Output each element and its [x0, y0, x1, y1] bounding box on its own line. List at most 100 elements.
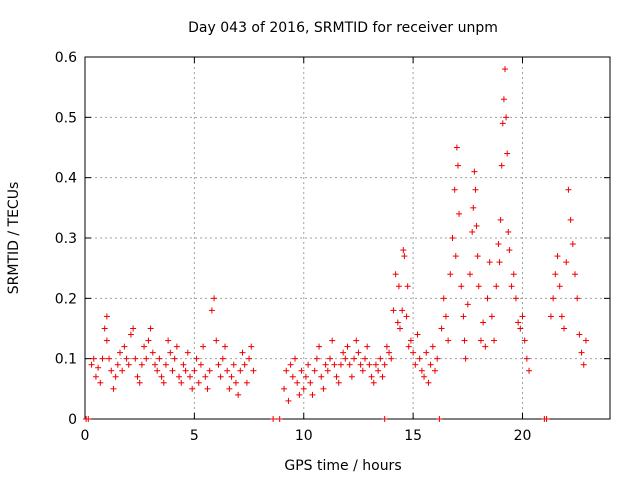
data-point	[472, 186, 479, 193]
data-point	[519, 313, 526, 320]
data-point	[392, 271, 399, 278]
data-point	[390, 307, 397, 314]
data-point	[470, 204, 477, 211]
data-point	[99, 355, 106, 362]
data-point	[552, 271, 559, 278]
data-point	[152, 361, 158, 368]
data-point	[403, 313, 410, 320]
data-point	[510, 271, 517, 278]
data-point	[445, 337, 452, 344]
data-point	[558, 313, 565, 320]
data-point	[359, 367, 366, 374]
data-point	[368, 373, 375, 380]
data-point	[346, 361, 353, 368]
data-point	[484, 295, 491, 302]
data-point	[464, 301, 471, 308]
data-point	[383, 343, 390, 350]
data-point	[189, 385, 196, 392]
data-point	[416, 355, 423, 362]
data-point	[436, 416, 443, 422]
data-point	[344, 343, 351, 350]
data-point	[467, 271, 473, 278]
data-point	[224, 367, 231, 374]
data-point	[320, 385, 327, 392]
data-point	[114, 361, 121, 368]
data-point	[370, 379, 377, 386]
data-point	[206, 367, 213, 374]
data-point	[327, 355, 333, 362]
data-point	[580, 361, 587, 368]
data-point	[474, 253, 481, 260]
data-point	[108, 367, 115, 374]
data-point	[357, 361, 364, 368]
data-point	[421, 373, 428, 380]
data-point	[90, 355, 97, 362]
data-point	[381, 416, 388, 422]
data-point	[335, 379, 342, 386]
data-point	[101, 325, 108, 332]
data-point	[329, 337, 336, 344]
data-point	[399, 307, 406, 314]
data-point	[127, 331, 134, 338]
data-point	[505, 228, 512, 235]
data-point	[313, 355, 320, 362]
data-point	[235, 391, 242, 398]
data-series-srmtid	[83, 66, 589, 422]
data-point	[493, 283, 500, 290]
data-point	[563, 259, 570, 266]
y-tick-label: 0	[68, 412, 77, 428]
data-point	[351, 355, 358, 362]
x-tick-label: 10	[295, 428, 313, 444]
y-tick-label: 0.6	[55, 50, 77, 66]
data-point	[302, 373, 309, 380]
data-point	[178, 379, 185, 386]
data-point	[477, 337, 484, 344]
data-point	[145, 337, 152, 344]
data-point	[226, 385, 233, 392]
data-point	[434, 355, 441, 362]
y-tick-label: 0.5	[55, 110, 77, 126]
data-point	[138, 361, 145, 368]
data-point	[228, 373, 235, 380]
data-point	[425, 379, 432, 386]
data-point	[156, 355, 163, 362]
data-point	[495, 241, 502, 248]
data-point	[418, 367, 425, 374]
data-point	[423, 349, 430, 356]
data-point	[442, 313, 449, 320]
data-point	[414, 331, 421, 338]
data-point	[427, 361, 434, 368]
data-point	[158, 373, 165, 380]
data-point	[292, 355, 298, 362]
data-point	[407, 337, 414, 344]
data-point	[498, 162, 505, 169]
data-point	[311, 367, 318, 374]
data-point	[471, 168, 478, 175]
data-point	[574, 295, 581, 302]
data-point	[173, 343, 180, 350]
data-point	[208, 307, 215, 314]
x-tick-label: 0	[81, 428, 90, 444]
data-point	[410, 349, 417, 356]
data-point	[202, 373, 209, 380]
data-point	[211, 295, 218, 302]
data-point	[289, 373, 296, 380]
data-point	[572, 271, 578, 278]
data-point	[333, 373, 340, 380]
data-point	[217, 373, 224, 380]
data-point	[375, 367, 382, 374]
data-point	[246, 355, 253, 362]
data-point	[88, 361, 95, 368]
data-point	[400, 247, 407, 254]
data-point	[296, 391, 303, 398]
data-point	[364, 343, 371, 350]
data-point	[213, 337, 220, 344]
data-point	[147, 325, 154, 332]
data-point	[440, 295, 447, 302]
data-point	[388, 355, 395, 362]
data-point	[395, 283, 402, 290]
data-point	[517, 325, 524, 332]
data-point	[379, 373, 386, 380]
data-point	[318, 373, 325, 380]
y-tick-label: 0.2	[55, 291, 77, 307]
